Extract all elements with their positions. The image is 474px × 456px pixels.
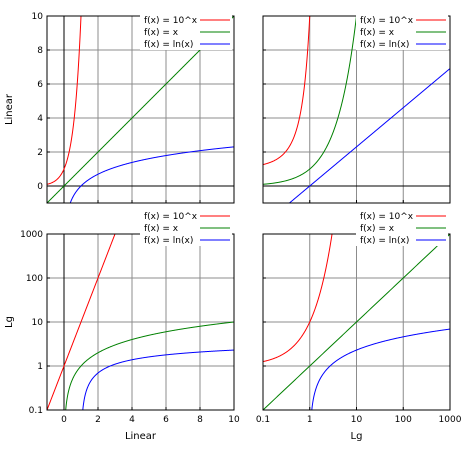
x-tick-label: 1	[307, 415, 313, 425]
x-tick-label: 10	[228, 415, 240, 425]
y-tick-label: 6	[37, 80, 43, 90]
y-tick-label: 4	[37, 114, 43, 124]
x-tick-label: 0	[61, 415, 67, 425]
x-tick-label: 1000	[439, 415, 462, 425]
legend-label: f(x) = ln(x)	[144, 236, 193, 246]
legend: f(x) = 10^x f(x) = x f(x) = ln(x)	[356, 12, 448, 50]
grid	[47, 234, 234, 410]
plot-top-left: 0 2 4 6 8 10 Linear f(x) = 10^x f(x) = x f(x) = l…	[4, 12, 235, 204]
legend: f(x) = 10^x f(x) = x f(x) = ln(x)	[356, 208, 448, 246]
legend: f(x) = 10^x f(x) = x f(x) = ln(x)	[140, 208, 232, 246]
series-line-ln	[82, 349, 234, 410]
legend-label: f(x) = x	[360, 224, 395, 234]
y-tick-label: 0.1	[29, 406, 43, 416]
x-axis-label: Linear	[125, 431, 157, 442]
x-tick-label: 4	[129, 415, 135, 425]
series-group	[47, 234, 234, 410]
grid	[263, 234, 450, 410]
x-axis-label: Lg	[351, 431, 363, 442]
y-tick-label: 2	[37, 148, 43, 158]
series-line-pow10	[263, 234, 333, 363]
y-axis-label: Lg	[4, 316, 15, 328]
tick-marks	[47, 233, 235, 411]
series-line-identity	[263, 234, 450, 410]
y-tick-label: 0	[37, 182, 43, 192]
series-line-ln	[311, 328, 450, 410]
y-tick-label: 100	[26, 274, 43, 284]
legend-label: f(x) = x	[360, 28, 395, 38]
series-line-identity	[263, 16, 358, 185]
series-group	[263, 234, 450, 410]
legend-label: f(x) = ln(x)	[360, 236, 409, 246]
x-tick-label: 10	[351, 415, 363, 425]
series-line-ln	[69, 146, 234, 203]
series-line-pow10	[263, 16, 311, 166]
y-tick-label: 1	[37, 362, 43, 372]
x-tick-label: 100	[395, 415, 412, 425]
legend-label: f(x) = 10^x	[144, 16, 198, 26]
y-tick-label: 10	[32, 318, 44, 328]
legend-label: f(x) = 10^x	[360, 16, 414, 26]
legend-label: f(x) = x	[144, 28, 179, 38]
y-tick-label: 10	[32, 12, 44, 22]
series-line-pow10	[47, 234, 116, 410]
y-tick-label: 8	[37, 46, 43, 56]
x-tick-label: 6	[163, 415, 169, 425]
tick-marks	[47, 15, 235, 203]
legend-label: f(x) = x	[144, 224, 179, 234]
x-tick-label: 0.1	[256, 415, 270, 425]
x-tick-label: 8	[197, 415, 203, 425]
tick-marks	[262, 233, 451, 411]
legend-label: f(x) = ln(x)	[144, 40, 193, 50]
legend-label: f(x) = ln(x)	[360, 40, 409, 50]
series-line-pow10	[47, 16, 82, 185]
legend: f(x) = 10^x f(x) = x f(x) = ln(x)	[140, 12, 232, 50]
y-tick-label: 1000	[20, 230, 43, 240]
tick-marks	[262, 15, 451, 203]
legend-label: f(x) = 10^x	[144, 212, 198, 222]
legend-label: f(x) = 10^x	[360, 212, 414, 222]
series-line-identity	[65, 321, 234, 410]
series-group	[263, 16, 450, 203]
plot-top-right: f(x) = 10^x f(x) = x f(x) = ln(x)	[262, 12, 451, 204]
series-line-ln	[288, 68, 450, 203]
y-axis-label: Linear	[4, 93, 15, 125]
x-tick-label: 2	[95, 415, 101, 425]
